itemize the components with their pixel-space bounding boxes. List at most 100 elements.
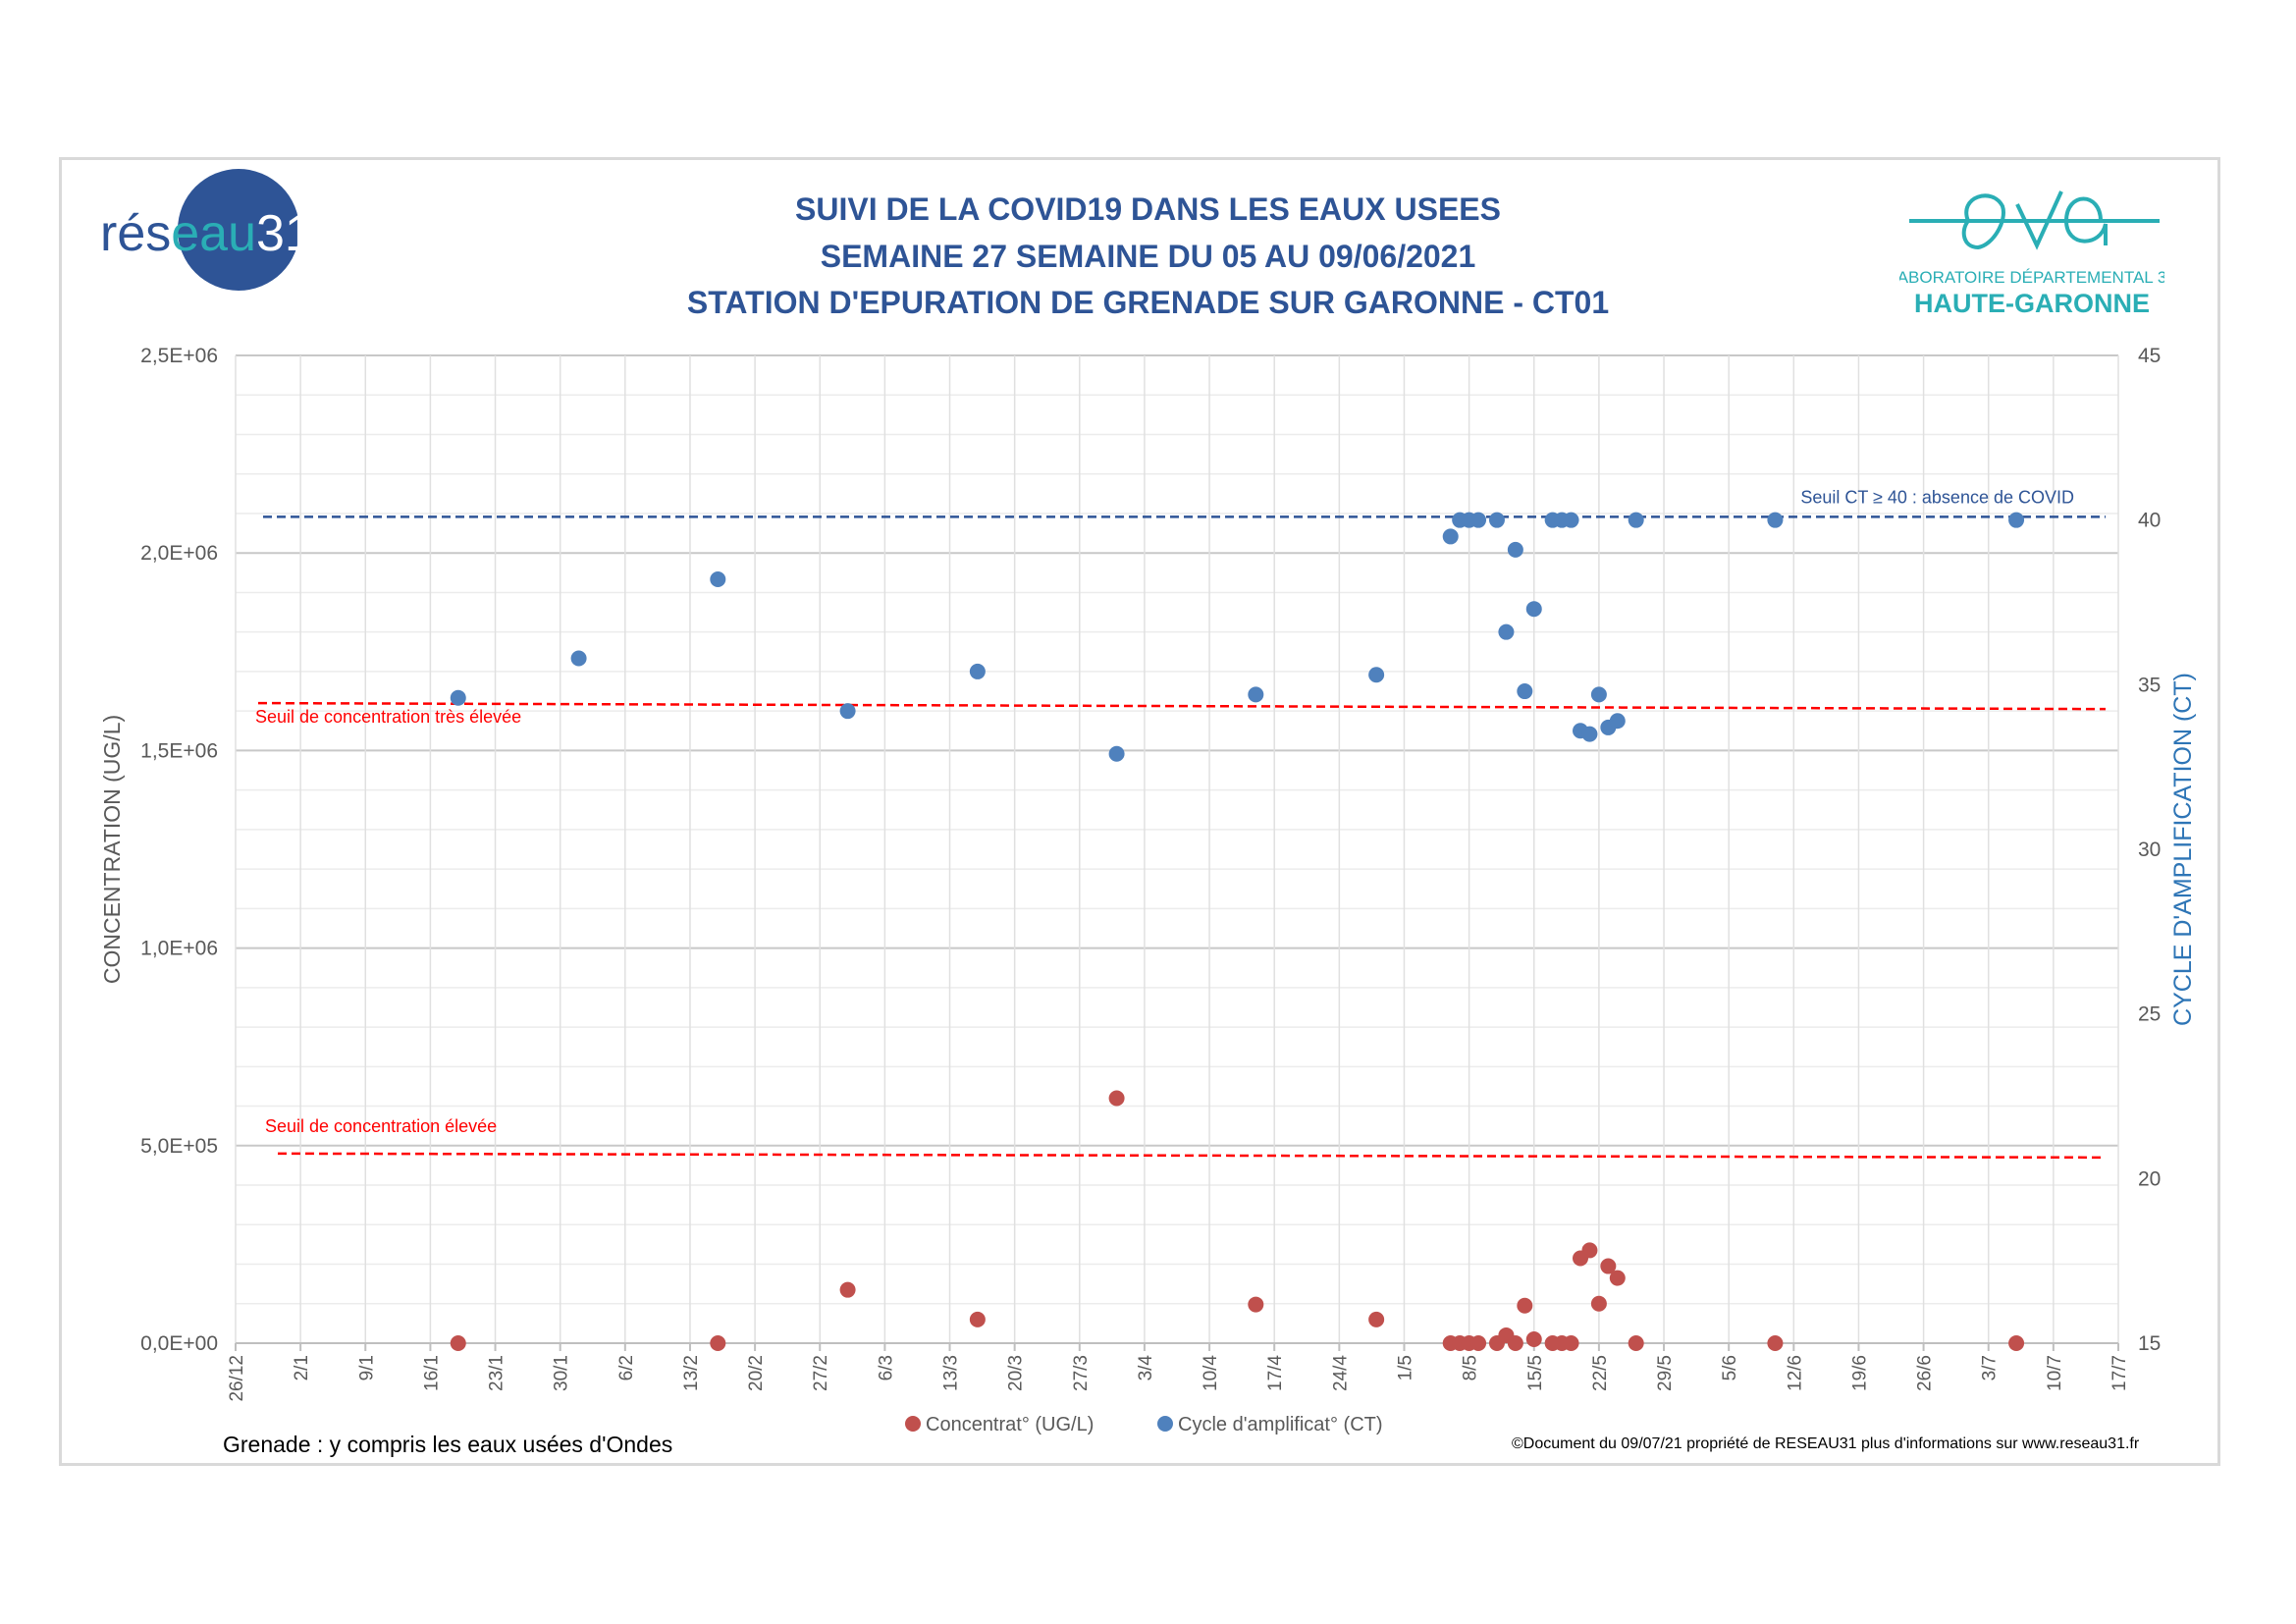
svg-text:réseau31: réseau31: [100, 205, 313, 262]
ct-point: [1563, 512, 1579, 528]
x-tick-label: 15/5: [1525, 1355, 1546, 1391]
ct-point: [570, 650, 587, 667]
x-tick-label: 3/7: [1980, 1355, 2001, 1380]
ct-point: [1609, 713, 1626, 730]
concentration-point: [2008, 1335, 2025, 1351]
footer-copyright: ©Document du 09/07/21 propriété de RESEA…: [1512, 1435, 2140, 1452]
ct-point: [1488, 512, 1505, 528]
x-tick-label: 10/7: [2045, 1355, 2065, 1391]
x-tick-label: 13/2: [681, 1355, 702, 1391]
concentration-point: [1609, 1270, 1626, 1286]
concentration-point: [969, 1311, 986, 1327]
x-tick-label: 9/1: [356, 1355, 377, 1380]
concentration-point: [1767, 1335, 1784, 1351]
y-left-axis-label: CONCENTRATION (UG/L): [99, 715, 125, 984]
eva-logo: LABORATOIRE DÉPARTEMENTAL 31 HAUTE-GARON…: [1899, 190, 2164, 318]
x-tick-label: 16/1: [421, 1355, 442, 1391]
y-right-tick-label: 30: [2138, 839, 2161, 861]
x-tick-label: 6/3: [876, 1355, 896, 1380]
ct-point: [1581, 726, 1598, 742]
lab-line-1: LABORATOIRE DÉPARTEMENTAL 31: [1899, 268, 2164, 287]
x-tick-label: 23/1: [487, 1355, 507, 1391]
x-tick-label: 5/6: [1720, 1355, 1740, 1380]
threshold-very-high-label: Seuil de concentration très élevée: [255, 707, 521, 727]
y-right-tick-label: 25: [2138, 1003, 2161, 1026]
concentration-point: [1470, 1335, 1487, 1351]
y-right-tick-label: 15: [2138, 1332, 2161, 1355]
ct-point: [1767, 512, 1784, 528]
lab-line-2: HAUTE-GARONNE: [1914, 289, 2150, 318]
ct-point: [710, 571, 726, 588]
ct-point: [1507, 541, 1523, 558]
x-tick-label: 26/12: [227, 1355, 247, 1402]
legend-ct-label: Cycle d'amplificat° (CT): [1178, 1414, 1383, 1435]
reseau31-logo: réseau31: [100, 169, 313, 291]
x-tick-label: 19/6: [1849, 1355, 1870, 1391]
x-tick-label: 3/4: [1136, 1355, 1156, 1381]
threshold-very-high-line: [257, 701, 2107, 711]
legend-ct-marker: [1157, 1416, 1173, 1432]
threshold-ct-label: Seuil CT ≥ 40 : absence de COVID: [1800, 487, 2074, 507]
x-tick-label: 8/5: [1461, 1355, 1481, 1380]
concentration-point: [1108, 1090, 1125, 1107]
x-tick-label: 17/4: [1265, 1355, 1286, 1391]
concentration-point: [839, 1281, 856, 1298]
concentration-point: [710, 1335, 726, 1351]
ct-point: [1498, 623, 1515, 640]
ct-point: [1470, 512, 1487, 528]
ct-point: [839, 703, 856, 720]
chart-frame: [59, 157, 2220, 1466]
x-tick-label: 27/2: [811, 1355, 831, 1391]
y-right-tick-label: 20: [2138, 1167, 2161, 1190]
chart-title-line-1: SUIVI DE LA COVID19 DANS LES EAUX USEES: [795, 191, 1501, 227]
legend-concentration-marker: [905, 1416, 921, 1432]
x-tick-label: 20/3: [1006, 1355, 1027, 1391]
y-left-tick-label: 2,0E+06: [140, 542, 218, 565]
concentration-point: [1628, 1335, 1644, 1351]
y-right-tick-label: 45: [2138, 345, 2161, 367]
concentration-point: [1507, 1335, 1523, 1351]
logo-circle: [178, 169, 299, 291]
y-right-tick-label: 40: [2138, 510, 2161, 532]
concentration-point: [1368, 1311, 1385, 1327]
concentration-point: [1581, 1242, 1598, 1259]
x-tick-label: 10/4: [1201, 1355, 1221, 1391]
y-right-axis-label: CYCLE D'AMPLIFICATION (CT): [2169, 673, 2197, 1026]
concentration-point: [1600, 1258, 1617, 1274]
footer-note: Grenade : y compris les eaux usées d'Ond…: [223, 1432, 673, 1457]
y-left-tick-label: 2,5E+06: [140, 345, 218, 367]
threshold-high-line: [277, 1152, 2107, 1160]
x-tick-label: 24/4: [1330, 1355, 1351, 1391]
ct-point: [969, 663, 986, 679]
concentration-point: [1590, 1295, 1607, 1312]
concentration-point: [1525, 1330, 1542, 1347]
y-left-tick-label: 5,0E+05: [140, 1135, 218, 1158]
ct-point: [450, 689, 466, 706]
x-tick-label: 29/5: [1655, 1355, 1676, 1391]
ct-point: [2008, 512, 2025, 528]
concentration-point: [1248, 1296, 1264, 1313]
ct-point: [1368, 667, 1385, 683]
x-tick-label: 17/7: [2109, 1355, 2130, 1391]
ct-point: [1442, 528, 1459, 545]
x-tick-label: 30/1: [552, 1355, 572, 1391]
concentration-point: [450, 1335, 466, 1351]
x-tick-label: 22/5: [1590, 1355, 1611, 1391]
x-tick-label: 6/2: [616, 1355, 637, 1380]
ct-point: [1525, 601, 1542, 618]
x-tick-label: 1/5: [1395, 1355, 1415, 1380]
ct-point: [1628, 512, 1644, 528]
y-right-tick-label: 35: [2138, 674, 2161, 696]
logo-text-accent: eau: [171, 205, 256, 262]
x-tick-label: 12/6: [1785, 1355, 1805, 1391]
ct-point: [1517, 683, 1533, 700]
logo-text-main: rés: [100, 205, 171, 262]
x-tick-label: 26/6: [1915, 1355, 1936, 1391]
threshold-high-label: Seuil de concentration élevée: [265, 1116, 497, 1136]
ct-point: [1108, 745, 1125, 762]
y-left-tick-label: 0,0E+00: [140, 1332, 218, 1355]
y-left-tick-label: 1,0E+06: [140, 938, 218, 960]
x-tick-label: 13/3: [941, 1355, 962, 1391]
concentration-point: [1563, 1335, 1579, 1351]
